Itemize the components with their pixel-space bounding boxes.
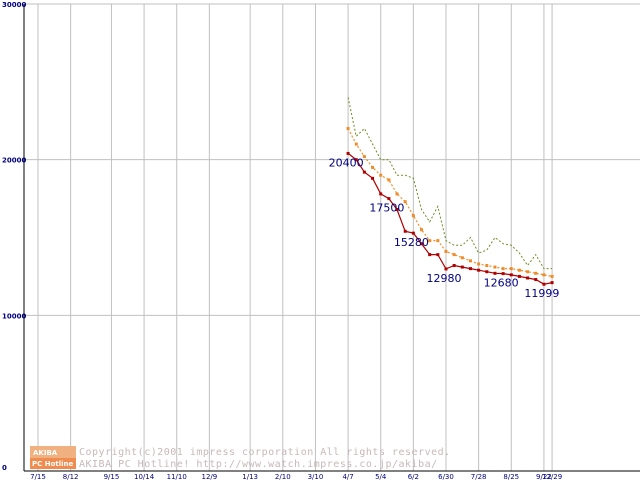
point-low-18 xyxy=(493,271,497,275)
data-label-12680: 12680 xyxy=(484,277,519,290)
point-average-13 xyxy=(452,253,456,257)
point-low-24 xyxy=(542,282,546,286)
point-low-1 xyxy=(354,158,358,162)
x-tick-5-4: 5/4 xyxy=(375,473,387,480)
point-average-23 xyxy=(534,271,538,275)
point-low-6 xyxy=(395,207,399,211)
point-average-6 xyxy=(395,192,399,196)
x-tick-8-12: 8/12 xyxy=(63,473,79,480)
point-average-0 xyxy=(346,127,350,131)
point-low-11 xyxy=(436,253,440,257)
x-tick-10-14: 10/14 xyxy=(134,473,155,480)
x-tick-9-15: 9/15 xyxy=(104,473,120,480)
point-low-17 xyxy=(485,270,489,274)
point-average-17 xyxy=(485,264,489,268)
point-average-20 xyxy=(509,267,513,271)
x-tick-4-7: 4/7 xyxy=(342,473,353,480)
series-lines xyxy=(346,97,554,286)
point-average-9 xyxy=(420,228,424,232)
x-tick-9-22: 9/22 xyxy=(536,473,552,480)
point-low-0 xyxy=(346,151,350,155)
data-label-11999: 11999 xyxy=(524,287,559,300)
point-average-14 xyxy=(460,256,464,260)
point-low-10 xyxy=(428,253,432,257)
x-tick-8-25: 8/25 xyxy=(503,473,519,480)
y-tick-labels: 0 10000 20000 30000 xyxy=(2,1,26,472)
point-average-18 xyxy=(493,265,497,269)
point-average-1 xyxy=(354,142,358,146)
y-tick-30000: 30000 xyxy=(2,1,26,9)
x-tick-12-29: 12/29 xyxy=(542,473,562,480)
point-average-22 xyxy=(526,270,530,274)
data-label-20400: 20400 xyxy=(329,156,364,169)
point-low-12 xyxy=(444,267,448,271)
x-tick-12-9: 12/9 xyxy=(201,473,217,480)
data-label-15280: 15280 xyxy=(394,236,429,249)
pc-hotline-logo-text: PC Hotline xyxy=(32,460,74,468)
point-low-22 xyxy=(526,276,530,280)
point-average-24 xyxy=(542,273,546,277)
x-tick-6-30: 6/30 xyxy=(438,473,454,480)
point-average-10 xyxy=(428,239,432,243)
x-tick-1-13: 1/13 xyxy=(242,473,258,480)
data-labels: 20400 17500 15280 12980 12680 11999 xyxy=(329,156,560,300)
series-line-high xyxy=(347,97,553,270)
akiba-logo-text: AKIBA xyxy=(33,449,58,457)
point-low-21 xyxy=(517,274,521,278)
point-low-8 xyxy=(411,231,415,235)
point-low-5 xyxy=(387,197,391,201)
point-average-7 xyxy=(403,200,407,204)
point-average-5 xyxy=(387,178,391,182)
point-average-21 xyxy=(517,268,521,272)
copyright-watermark: AKIBA PC Hotline Copyright(c)2001 impres… xyxy=(30,446,451,470)
point-low-14 xyxy=(460,265,464,269)
akiba-logo-top xyxy=(30,446,76,458)
y-tick-0: 0 xyxy=(2,464,7,472)
point-average-19 xyxy=(501,267,505,271)
series-line-low xyxy=(347,152,553,285)
point-average-3 xyxy=(371,165,375,169)
point-low-3 xyxy=(371,176,375,180)
point-low-2 xyxy=(362,170,366,174)
x-tick-7-15: 7/15 xyxy=(30,473,46,480)
point-low-4 xyxy=(379,192,383,196)
point-average-16 xyxy=(477,262,481,266)
horizontal-gridlines xyxy=(24,3,640,316)
point-low-25 xyxy=(550,281,554,285)
x-tick-6-2: 6/2 xyxy=(408,473,419,480)
axes xyxy=(23,4,640,472)
point-low-16 xyxy=(477,268,481,272)
point-average-25 xyxy=(550,274,554,278)
point-low-13 xyxy=(452,264,456,268)
x-tick-labels: 7/15 8/12 9/15 10/14 11/10 12/9 1/13 2/10 3/10 4/… xyxy=(30,473,562,480)
point-average-8 xyxy=(411,214,415,218)
point-average-4 xyxy=(379,173,383,177)
copyright-line: Copyright(c)2001 impress corporation All… xyxy=(79,447,451,458)
y-tick-10000: 10000 xyxy=(2,312,26,320)
point-low-19 xyxy=(501,272,505,276)
point-low-15 xyxy=(468,267,472,271)
x-tick-7-28: 7/28 xyxy=(471,473,487,480)
vertical-gridlines xyxy=(37,4,553,471)
data-label-12980: 12980 xyxy=(427,272,462,285)
akiba-logo-bottom xyxy=(30,458,76,469)
point-low-23 xyxy=(534,278,538,282)
point-average-15 xyxy=(468,259,472,263)
point-low-20 xyxy=(509,273,513,277)
point-average-12 xyxy=(444,250,448,254)
point-average-2 xyxy=(362,155,366,159)
site-url-line: AKIBA PC Hotline! http://www.watch.impre… xyxy=(79,459,438,470)
x-tick-11-10: 11/10 xyxy=(167,473,187,480)
y-tick-20000: 20000 xyxy=(2,157,26,165)
data-label-17500: 17500 xyxy=(369,202,404,215)
point-low-9 xyxy=(420,242,424,246)
point-low-7 xyxy=(403,229,407,233)
point-average-11 xyxy=(436,239,440,243)
x-tick-2-10: 2/10 xyxy=(275,473,291,480)
x-tick-3-10: 3/10 xyxy=(308,473,324,480)
